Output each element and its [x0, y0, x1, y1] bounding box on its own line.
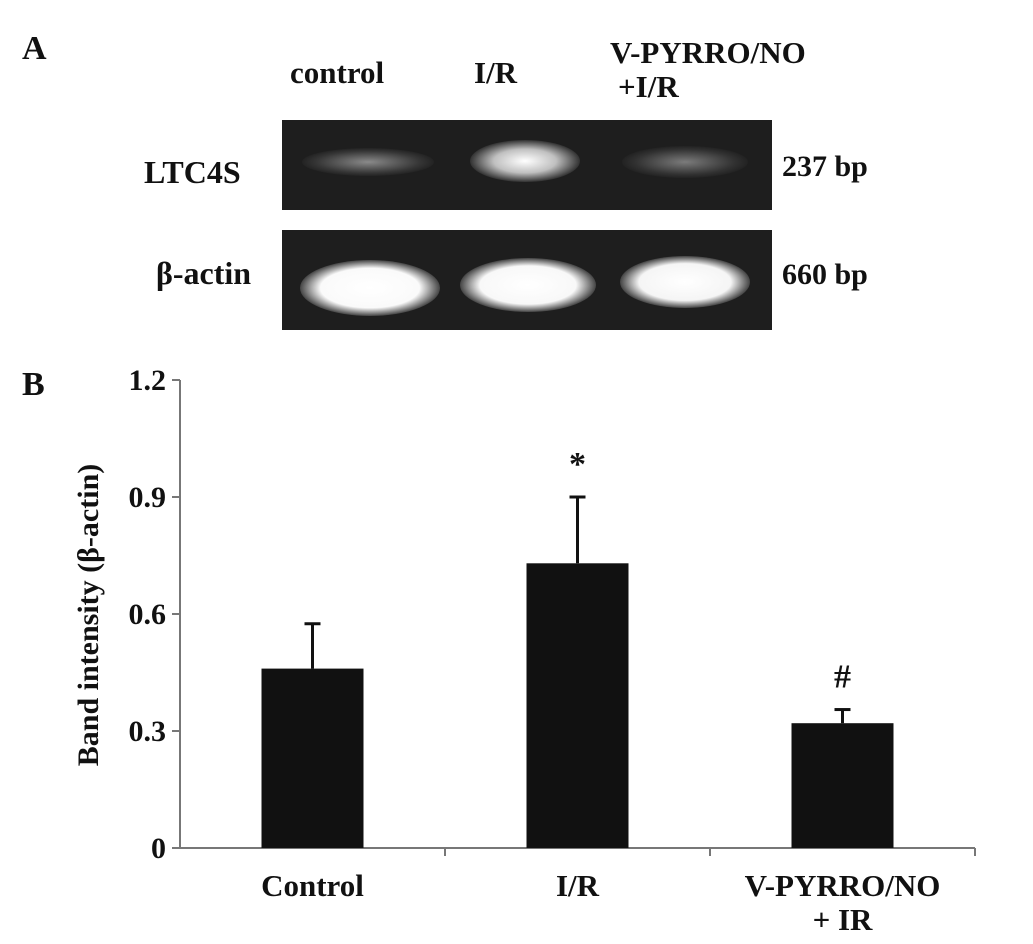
- gel-band: [302, 148, 434, 176]
- panel-b-label: B: [22, 366, 45, 403]
- y-tick-label: 0.9: [129, 481, 167, 514]
- x-tick-label: V-PYRRO/NO: [745, 868, 941, 903]
- x-ticks: [444, 848, 976, 856]
- bar: [791, 723, 894, 848]
- gel-band: [460, 258, 596, 312]
- gel-band: [300, 260, 440, 316]
- size-label-beta-actin: 660 bp: [782, 258, 868, 291]
- gel-band: [470, 140, 580, 182]
- bar: [526, 563, 629, 848]
- gel-ltc4s: [282, 120, 772, 210]
- annotations: *#: [569, 446, 851, 696]
- x-tick-label: Control: [261, 868, 364, 903]
- lane-header-control: control: [290, 56, 384, 90]
- gel-band: [620, 256, 750, 308]
- lane-header-ir: I/R: [474, 56, 517, 90]
- lane-header-line1: control: [290, 55, 385, 90]
- row-label-beta-actin: β-actin: [156, 255, 252, 291]
- lane-header-line2: +I/R: [618, 69, 679, 104]
- lane-header-line1: I/R: [474, 55, 518, 90]
- lane-header-vpyrro: V-PYRRO/NO +I/R: [610, 36, 806, 104]
- significance-marker: *: [569, 446, 586, 483]
- row-label-ltc4s: LTC4S: [144, 154, 241, 190]
- gel-beta-actin: [282, 230, 772, 330]
- y-tick-label: 0: [151, 832, 166, 865]
- size-label-ltc4s: 237 bp: [782, 150, 868, 183]
- y-axis-label: Band intensity (β-actin): [72, 464, 105, 767]
- significance-marker: #: [834, 659, 851, 696]
- error-bars: [304, 495, 851, 724]
- x-tick-labels: Control I/R V-PYRRO/NO+ IR: [261, 868, 940, 937]
- panel-a-label: A: [22, 30, 47, 67]
- y-ticks: 0 0.3 0.6 0.9 1.2: [129, 364, 180, 865]
- bars: [261, 563, 894, 848]
- bar: [261, 668, 364, 848]
- x-tick-label: + IR: [813, 902, 873, 937]
- y-tick-label: 1.2: [129, 364, 167, 397]
- gel-band: [622, 146, 748, 178]
- lane-header-line1: V-PYRRO/NO: [610, 35, 806, 70]
- y-tick-label: 0.6: [129, 598, 167, 631]
- y-tick-label: 0.3: [129, 715, 167, 748]
- x-tick-label: I/R: [556, 868, 600, 903]
